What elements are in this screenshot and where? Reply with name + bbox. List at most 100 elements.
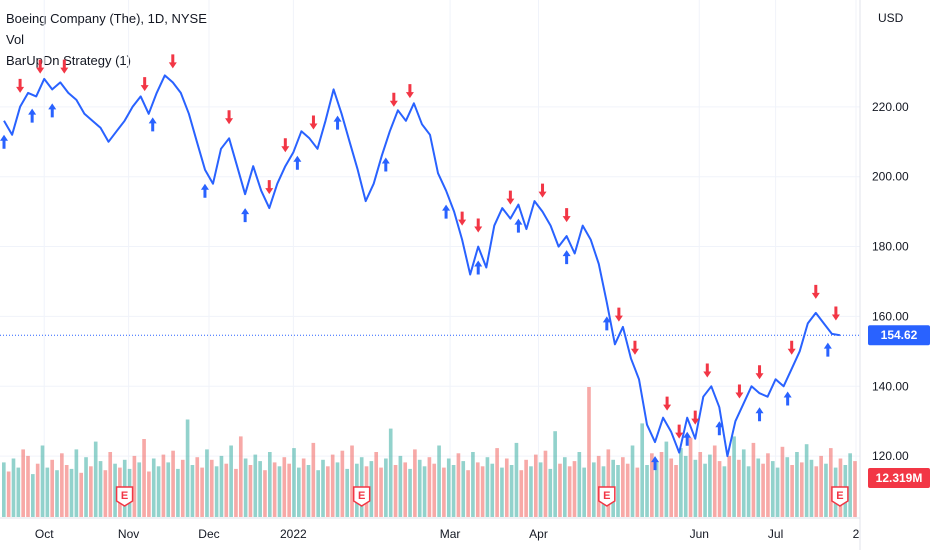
volume-bar <box>176 468 180 517</box>
time-tick-label: Dec <box>198 527 219 541</box>
volume-bar <box>45 467 50 517</box>
short-entry-arrow[interactable] <box>675 424 684 439</box>
volume-bar <box>828 448 833 517</box>
volume-bar <box>40 445 45 517</box>
short-entry-arrow[interactable] <box>562 208 571 223</box>
volume-bar <box>693 459 698 517</box>
volume-bar <box>659 452 664 517</box>
short-entry-arrow[interactable] <box>831 306 840 321</box>
short-entry-arrow[interactable] <box>735 384 744 399</box>
volume-bar <box>89 466 93 517</box>
long-entry-arrow[interactable] <box>200 183 209 198</box>
volume-bar <box>635 467 640 517</box>
price-line[interactable] <box>3 74 841 458</box>
last-price-tag[interactable] <box>868 325 930 346</box>
earnings-marker[interactable]: E <box>598 486 616 507</box>
time-tick-label: 2022 <box>280 527 307 541</box>
volume-bar <box>543 450 548 517</box>
short-entry-arrow[interactable] <box>614 307 623 322</box>
short-entry-arrow[interactable] <box>691 410 700 425</box>
short-entry-arrow[interactable] <box>281 138 290 153</box>
volume-bar <box>103 470 108 517</box>
long-entry-arrow[interactable] <box>474 260 483 275</box>
short-entry-arrow[interactable] <box>458 211 467 226</box>
short-entry-arrow[interactable] <box>140 77 149 92</box>
long-entry-arrow[interactable] <box>651 456 660 471</box>
short-entry-arrow[interactable] <box>787 340 796 355</box>
time-tick-label: Oct <box>35 527 54 541</box>
volume-bar <box>132 455 137 517</box>
short-entry-arrow[interactable] <box>474 218 483 233</box>
volume-tag[interactable] <box>868 468 930 488</box>
long-entry-arrow[interactable] <box>562 250 571 265</box>
volume-bar <box>340 450 345 517</box>
long-entry-arrow[interactable] <box>783 391 792 406</box>
short-entry-arrow[interactable] <box>225 110 234 125</box>
long-entry-arrow[interactable] <box>715 421 724 436</box>
short-entry-arrow[interactable] <box>16 78 25 93</box>
volume-bar <box>6 471 11 517</box>
earnings-marker[interactable]: E <box>352 486 371 507</box>
long-entry-arrow[interactable] <box>0 134 9 149</box>
earnings-marker[interactable]: E <box>115 486 134 507</box>
long-entry-arrow[interactable] <box>602 316 611 331</box>
price-tick-label: 140.00 <box>872 379 909 393</box>
last-price-value: 154.62 <box>881 328 918 342</box>
short-entry-arrow[interactable] <box>755 365 764 380</box>
volume-bar <box>379 467 383 517</box>
earnings-marker[interactable]: E <box>831 486 849 507</box>
long-entry-arrow[interactable] <box>381 157 390 172</box>
short-entry-arrow[interactable] <box>663 396 672 411</box>
time-axis[interactable]: Oct Nov Dec 2022 Mar Apr Jun Jul 2 <box>35 527 860 541</box>
volume-bar <box>64 465 69 517</box>
long-entry-arrow[interactable] <box>514 218 523 233</box>
price-axis[interactable]: USD 120.00 140.00 160.00 180.00 200.00 220.00 1… <box>868 11 930 488</box>
volume-value: 12.319M <box>876 471 923 485</box>
volume-bar <box>272 462 277 517</box>
volume-bar <box>722 466 727 517</box>
volume-bar <box>301 458 306 517</box>
long-entry-arrow[interactable] <box>442 204 451 219</box>
earnings-label: E <box>121 490 128 502</box>
long-entry-arrow[interactable] <box>823 342 832 357</box>
short-entry-arrow[interactable] <box>506 190 515 205</box>
volume-bar <box>621 457 625 517</box>
short-entry-arrow[interactable] <box>703 363 712 378</box>
volume-bar <box>587 387 591 517</box>
strategy-label[interactable]: BarUpDn Strategy (1) <box>6 53 131 68</box>
short-entry-arrow[interactable] <box>60 59 69 74</box>
volume-bar <box>108 452 113 517</box>
volume-bar <box>761 463 765 517</box>
long-entry-arrow[interactable] <box>755 407 764 422</box>
long-entry-arrow[interactable] <box>28 108 37 123</box>
long-entry-arrow[interactable] <box>293 155 302 170</box>
long-entry-arrow[interactable] <box>333 115 342 130</box>
short-entry-arrow[interactable] <box>405 84 414 99</box>
symbol-title[interactable]: Boeing Company (The), 1D, NYSE <box>6 11 207 26</box>
volume-bar <box>151 458 156 517</box>
short-entry-arrow[interactable] <box>309 115 318 130</box>
short-entry-arrow[interactable] <box>389 92 398 107</box>
volume-bar <box>461 461 466 517</box>
long-entry-arrow[interactable] <box>48 103 57 118</box>
volume-bar <box>306 465 311 517</box>
short-entry-arrow[interactable] <box>538 183 547 198</box>
volume-bar <box>35 463 40 517</box>
volume-bar <box>330 454 335 517</box>
short-entry-arrow[interactable] <box>265 180 274 195</box>
short-entry-arrow[interactable] <box>811 284 820 299</box>
volume-bar <box>683 455 688 517</box>
volume-bar <box>432 463 437 517</box>
volume-bar <box>292 448 296 517</box>
long-entry-arrow[interactable] <box>148 117 157 132</box>
long-entry-arrow[interactable] <box>241 208 250 223</box>
volume-bar <box>113 463 117 517</box>
short-entry-arrow[interactable] <box>168 54 177 69</box>
volume-bar <box>224 463 229 517</box>
short-entry-arrow[interactable] <box>630 340 639 355</box>
volume-indicator-label[interactable]: Vol <box>6 32 25 47</box>
short-entry-arrow[interactable] <box>36 59 45 74</box>
long-entry-arrow[interactable] <box>683 431 692 446</box>
